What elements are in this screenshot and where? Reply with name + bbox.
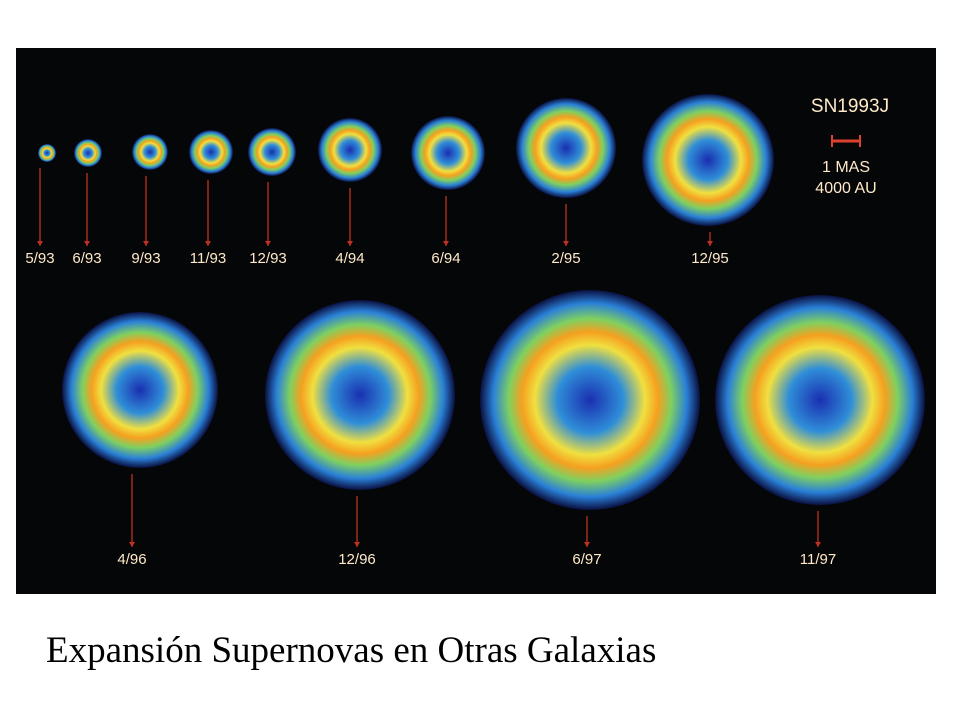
supernova xyxy=(318,118,382,182)
scale-size: 1 MAS xyxy=(822,159,870,176)
arrow-head xyxy=(205,241,211,246)
date-label: 4/94 xyxy=(335,250,364,267)
arrow-head xyxy=(37,241,43,246)
supernova xyxy=(715,295,925,505)
arrow-head xyxy=(584,542,590,547)
date-label: 12/95 xyxy=(691,250,729,267)
arrow-head xyxy=(84,241,90,246)
supernova xyxy=(189,130,233,174)
caption: Expansión Supernovas en Otras Galaxias xyxy=(46,630,656,671)
date-label: 4/96 xyxy=(117,551,146,568)
date-label: 2/95 xyxy=(551,250,580,267)
supernova xyxy=(248,128,296,176)
date-label: 9/93 xyxy=(131,250,160,267)
supernova xyxy=(411,116,485,190)
supernova xyxy=(74,139,102,167)
supernova xyxy=(516,98,616,198)
arrow-head xyxy=(143,241,149,246)
arrow-head xyxy=(443,241,449,246)
scale-distance: 4000 AU xyxy=(815,180,876,197)
arrow-head xyxy=(815,542,821,547)
date-label: 11/93 xyxy=(190,250,226,267)
date-label: 12/96 xyxy=(338,551,376,568)
supernova xyxy=(480,290,700,510)
date-label: 5/93 xyxy=(25,250,54,267)
date-label: 6/97 xyxy=(572,551,601,568)
date-label: 6/93 xyxy=(72,250,101,267)
date-label: 12/93 xyxy=(249,250,287,267)
supernova xyxy=(62,312,218,468)
date-label: 11/97 xyxy=(800,551,836,568)
supernova-images: 5/93 6/93 9/93 11/93 12/93 4/94 6/94 2/95 12/95 4… xyxy=(25,94,925,568)
supernova xyxy=(38,144,56,162)
arrow-head xyxy=(347,241,353,246)
arrow-head xyxy=(129,542,135,547)
supernova xyxy=(132,134,168,170)
arrow-head xyxy=(707,241,713,246)
scale-title: SN1993J xyxy=(811,96,889,117)
arrow-head xyxy=(265,241,271,246)
arrow-head xyxy=(563,241,569,246)
arrow-head xyxy=(354,542,360,547)
supernova xyxy=(642,94,774,226)
supernova xyxy=(265,300,455,490)
date-label: 6/94 xyxy=(431,250,460,267)
